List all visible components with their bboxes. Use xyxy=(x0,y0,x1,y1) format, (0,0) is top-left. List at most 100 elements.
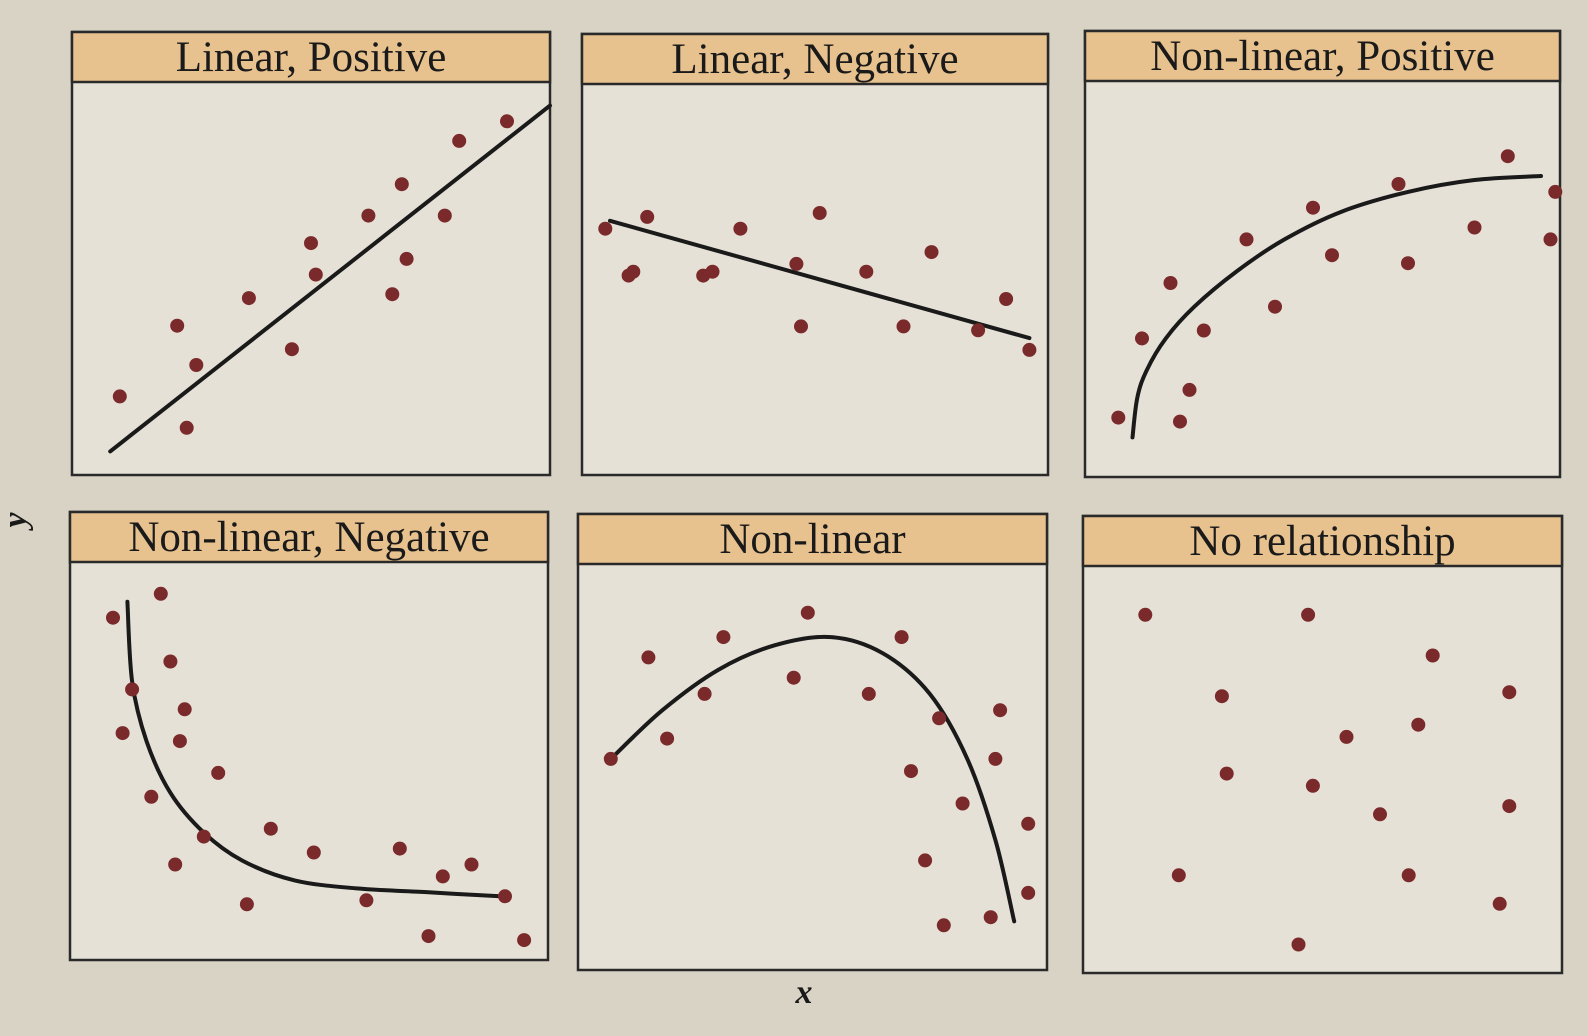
trend-curve xyxy=(108,103,552,454)
data-point xyxy=(435,869,450,884)
y-axis-label: y xyxy=(0,512,34,532)
title-band xyxy=(576,512,1049,566)
data-point xyxy=(1182,382,1197,397)
data-point xyxy=(1305,778,1320,793)
data-point xyxy=(812,206,827,220)
data-point xyxy=(1373,807,1387,822)
data-point xyxy=(239,897,254,912)
data-point xyxy=(211,765,226,780)
data-point xyxy=(1502,799,1517,814)
data-point xyxy=(361,208,376,223)
data-point xyxy=(716,630,731,645)
data-point xyxy=(789,256,804,271)
data-point xyxy=(498,889,512,904)
data-point xyxy=(464,857,479,872)
data-point xyxy=(1548,184,1563,199)
title-band xyxy=(1083,29,1562,83)
data-point xyxy=(1467,220,1482,235)
plot-area xyxy=(576,512,1049,972)
trend-curve xyxy=(1130,174,1543,440)
data-point xyxy=(859,264,874,279)
data-point xyxy=(308,267,323,282)
data-point xyxy=(733,221,748,236)
data-point xyxy=(144,789,159,804)
panel-5: Non-linear xyxy=(576,512,1049,972)
data-point xyxy=(421,929,436,944)
data-point xyxy=(1401,256,1415,271)
panel-title: Non-linear, Negative xyxy=(128,514,489,561)
data-point xyxy=(1502,685,1517,700)
panel-2: Linear, Negative xyxy=(580,32,1050,477)
panel-title: Linear, Positive xyxy=(176,34,447,81)
panel-grid: Linear, Positive Linear, Negative Non-line… xyxy=(68,29,1564,975)
data-point xyxy=(392,841,407,856)
data-point xyxy=(1163,276,1178,290)
data-point xyxy=(641,650,656,665)
data-point xyxy=(1268,299,1282,314)
trend-curve xyxy=(125,599,503,899)
data-point xyxy=(1022,342,1037,357)
data-point xyxy=(1492,896,1507,911)
panel-title: Non-linear xyxy=(719,516,905,563)
data-point xyxy=(437,208,452,223)
title-band xyxy=(1081,514,1564,568)
data-point xyxy=(153,586,168,601)
data-point xyxy=(306,845,321,860)
data-point xyxy=(598,221,613,236)
data-point xyxy=(640,209,655,224)
data-point xyxy=(385,287,400,302)
data-point xyxy=(1214,689,1229,704)
data-point xyxy=(241,291,256,306)
trend-curve xyxy=(608,218,1032,341)
data-point xyxy=(705,264,720,279)
data-point xyxy=(394,177,409,192)
data-point xyxy=(1425,648,1440,663)
data-point xyxy=(971,323,986,338)
plot-area xyxy=(70,30,552,477)
data-point xyxy=(1239,232,1254,247)
data-point xyxy=(924,245,939,260)
data-point xyxy=(1173,414,1187,429)
plot-area xyxy=(580,32,1050,477)
data-point xyxy=(999,292,1014,306)
data-point xyxy=(800,605,815,620)
plot-area xyxy=(68,510,550,962)
x-axis-label: x xyxy=(795,974,813,1011)
data-point xyxy=(1543,232,1558,247)
title-band xyxy=(580,32,1050,86)
data-point xyxy=(955,796,970,811)
data-point xyxy=(896,319,911,334)
panel-4: Non-linear, Negative xyxy=(68,510,550,962)
data-point xyxy=(1021,816,1036,831)
data-point xyxy=(1339,729,1354,744)
panel-1: Linear, Positive xyxy=(70,30,552,477)
panel-3: Non-linear, Positive xyxy=(1083,29,1563,479)
data-point xyxy=(918,853,933,868)
data-point xyxy=(1401,868,1416,883)
data-point xyxy=(304,236,318,251)
data-point xyxy=(1291,937,1306,952)
data-point xyxy=(1219,766,1234,781)
data-point xyxy=(1306,200,1320,215)
data-point xyxy=(983,910,998,925)
data-point xyxy=(172,734,187,749)
data-point xyxy=(904,764,918,779)
data-point xyxy=(786,670,801,685)
data-point xyxy=(359,893,374,908)
data-point xyxy=(196,829,211,844)
data-point xyxy=(697,686,712,701)
data-point xyxy=(1111,410,1126,425)
trend-curve xyxy=(608,634,1017,924)
data-point xyxy=(626,264,641,279)
data-point xyxy=(500,114,514,129)
data-point xyxy=(177,702,192,717)
data-point xyxy=(993,703,1008,718)
panel-title: Non-linear, Positive xyxy=(1150,33,1495,80)
data-point xyxy=(660,731,675,746)
data-point xyxy=(112,389,127,404)
data-point xyxy=(115,726,130,741)
data-point xyxy=(452,133,467,148)
data-point xyxy=(1135,331,1149,346)
panel-title: Linear, Negative xyxy=(671,36,958,83)
